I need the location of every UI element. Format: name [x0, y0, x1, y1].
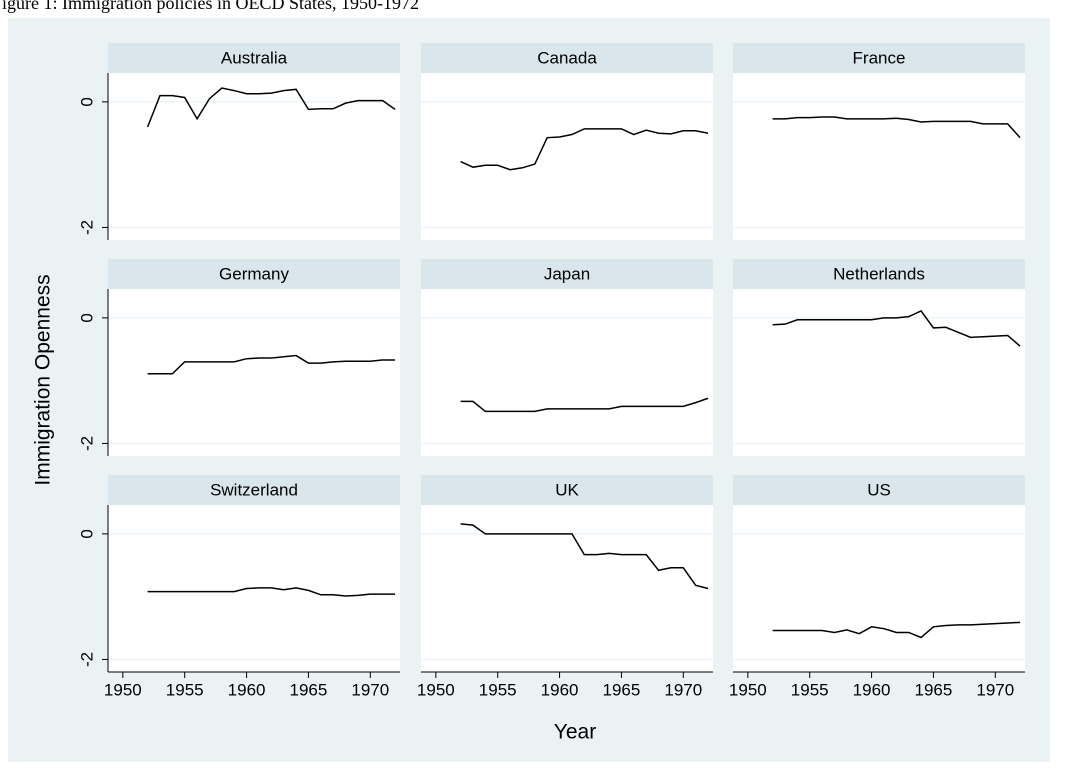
- line: [772, 116, 1021, 139]
- x-tick-label: 1965: [915, 680, 953, 699]
- panel-header: [108, 259, 400, 289]
- x-tick-label: 1960: [853, 680, 891, 699]
- panel-title: France: [853, 48, 906, 67]
- plot-area: [421, 505, 713, 672]
- x-tick-label: 1970: [664, 680, 702, 699]
- y-tick-label: -2: [77, 436, 96, 451]
- x-tick-label: 1960: [228, 680, 266, 699]
- panel-header: [733, 259, 1025, 289]
- panel-title: Netherlands: [833, 264, 925, 283]
- panel-title: Australia: [221, 48, 288, 67]
- y-axis-label: Immigration Openness: [32, 274, 55, 485]
- plot-area: [733, 505, 1025, 672]
- x-tick-label: 1970: [351, 680, 389, 699]
- plot-area: [421, 289, 713, 456]
- plot-area: [733, 289, 1025, 456]
- x-tick-label: 1950: [729, 680, 767, 699]
- panel-title: UK: [555, 480, 579, 499]
- x-tick-label: 1955: [791, 680, 829, 699]
- y-tick-label: 0: [77, 313, 96, 322]
- plot-area: [421, 73, 713, 240]
- line: [460, 523, 709, 590]
- panel-title: Canada: [537, 48, 597, 67]
- line: [147, 587, 396, 597]
- y-tick-label: -2: [77, 652, 96, 667]
- x-tick-label: 1965: [603, 680, 641, 699]
- line: [460, 128, 709, 171]
- x-tick-label: 1955: [479, 680, 517, 699]
- x-tick-label: 1960: [541, 680, 579, 699]
- line: [772, 310, 1021, 347]
- panel-header: [108, 43, 400, 73]
- x-axis-label: Year: [554, 721, 596, 744]
- x-tick-label: 1965: [290, 680, 328, 699]
- line: [147, 354, 396, 375]
- panel-title: Japan: [544, 264, 590, 283]
- y-tick-label: 0: [77, 97, 96, 106]
- panel-header: [421, 259, 713, 289]
- line: [460, 397, 709, 413]
- plot-area: [733, 73, 1025, 240]
- y-tick-label: -2: [77, 220, 96, 235]
- panel-header: [733, 43, 1025, 73]
- panel-title: Germany: [219, 264, 289, 283]
- panel-title: US: [867, 480, 891, 499]
- panel-header: [733, 475, 1025, 505]
- panel-header: [421, 475, 713, 505]
- x-tick-label: 1955: [166, 680, 204, 699]
- panel-header: [421, 43, 713, 73]
- panel-title: Switzerland: [210, 480, 298, 499]
- plot-area: [108, 73, 400, 240]
- x-tick-label: 1970: [976, 680, 1014, 699]
- x-tick-label: 1950: [104, 680, 142, 699]
- panel-header: [108, 475, 400, 505]
- caption: Figure 1: Immigration policies in OECD S…: [0, 0, 419, 13]
- line: [772, 621, 1021, 639]
- line: [146, 87, 396, 128]
- y-tick-label: 0: [77, 529, 96, 538]
- x-tick-label: 1950: [417, 680, 455, 699]
- plot-area: [108, 289, 400, 456]
